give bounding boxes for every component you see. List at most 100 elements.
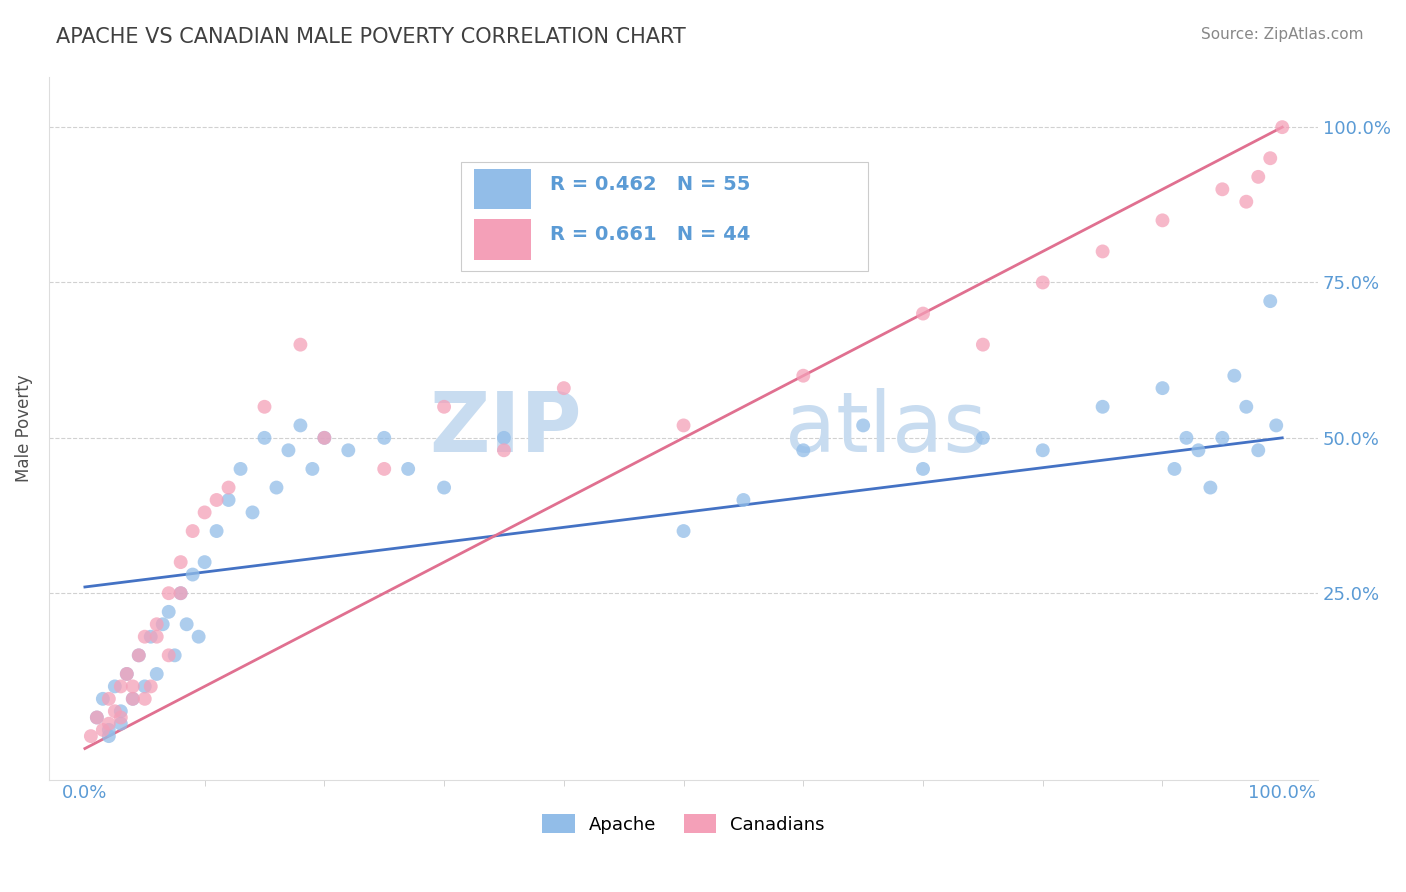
Point [176,617,198,632]
Point [1271,120,1294,135]
Point [792,443,814,458]
Point [110,680,132,694]
Point [121,680,143,694]
Point [492,431,515,445]
Point [157,586,180,600]
Point [163,648,186,663]
Point [152,617,174,632]
Point [115,667,138,681]
Point [1258,294,1281,309]
Point [1091,400,1114,414]
Point [1223,368,1246,383]
Point [492,443,515,458]
Text: ZIP: ZIP [429,388,582,469]
Point [1211,182,1233,196]
Point [253,400,276,414]
Point [97,723,120,737]
Point [1152,213,1174,227]
Point [672,524,695,538]
Point [104,704,127,718]
Point [1091,244,1114,259]
Point [1265,418,1288,433]
Point [792,368,814,383]
Point [181,524,204,538]
Legend: Apache, Canadians: Apache, Canadians [543,814,825,834]
Point [218,481,240,495]
Point [86,710,108,724]
Point [145,630,167,644]
Point [301,462,323,476]
Point [157,648,180,663]
Point [1234,400,1257,414]
Text: R = 0.462   N = 55: R = 0.462 N = 55 [550,175,751,194]
Point [337,443,360,458]
FancyBboxPatch shape [474,169,531,210]
Point [104,680,127,694]
Point [218,493,240,508]
Point [1032,276,1054,290]
Point [128,648,150,663]
FancyBboxPatch shape [474,219,531,260]
Text: R = 0.661   N = 44: R = 0.661 N = 44 [550,225,751,244]
Point [1163,462,1185,476]
Point [194,555,217,569]
Point [1211,431,1233,445]
Point [110,704,132,718]
Point [91,723,114,737]
Point [97,716,120,731]
Point [110,710,132,724]
Point [1247,443,1270,458]
Point [911,462,934,476]
Point [145,617,167,632]
Point [134,680,156,694]
Point [253,431,276,445]
Point [121,691,143,706]
Point [852,418,875,433]
Point [1032,443,1054,458]
Point [134,630,156,644]
Y-axis label: Male Poverty: Male Poverty [15,375,32,483]
Point [553,381,575,395]
Point [1234,194,1257,209]
Point [972,337,994,351]
Point [91,691,114,706]
Point [242,505,264,519]
Point [314,431,336,445]
Point [121,691,143,706]
Point [170,586,193,600]
Point [97,691,120,706]
Point [229,462,252,476]
Point [277,443,299,458]
Point [157,605,180,619]
Point [972,431,994,445]
Point [170,586,193,600]
Point [1187,443,1209,458]
Point [373,462,395,476]
Text: Source: ZipAtlas.com: Source: ZipAtlas.com [1201,27,1364,42]
Point [205,524,228,538]
Point [433,400,456,414]
Point [373,431,395,445]
Point [290,418,312,433]
Point [205,493,228,508]
Point [672,418,695,433]
Point [1175,431,1198,445]
Point [170,555,193,569]
Point [139,630,162,644]
Point [80,729,103,743]
Point [396,462,419,476]
Point [128,648,150,663]
Point [266,481,288,495]
Point [86,710,108,724]
Text: APACHE VS CANADIAN MALE POVERTY CORRELATION CHART: APACHE VS CANADIAN MALE POVERTY CORRELAT… [56,27,686,46]
Point [145,667,167,681]
Point [194,505,217,519]
Point [134,691,156,706]
Point [139,680,162,694]
Point [314,431,336,445]
Point [115,667,138,681]
Point [733,493,755,508]
Point [110,716,132,731]
Point [1199,481,1222,495]
Point [97,729,120,743]
